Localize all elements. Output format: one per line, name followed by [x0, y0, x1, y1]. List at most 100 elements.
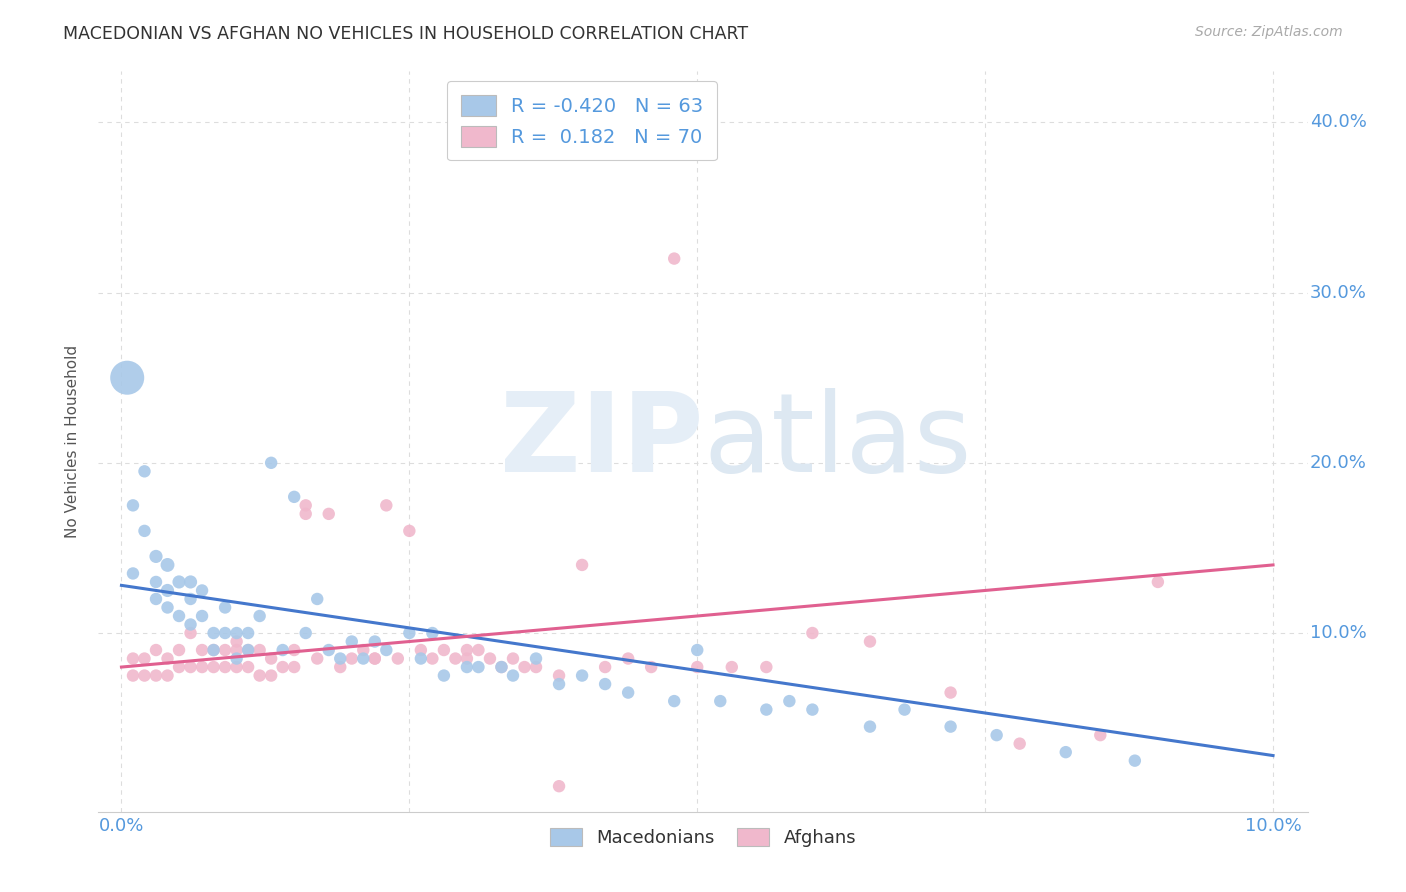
Text: 20.0%: 20.0% [1310, 454, 1367, 472]
Point [225, 660, 247, 674]
Point [755, 660, 778, 674]
Point [409, 643, 432, 657]
Point [249, 643, 271, 657]
Point [180, 617, 202, 632]
Point [478, 651, 501, 665]
Point [202, 643, 225, 657]
Point [329, 651, 352, 665]
Point [225, 651, 247, 665]
Point [122, 499, 145, 513]
Point [167, 609, 190, 624]
Point [202, 626, 225, 640]
Point [686, 643, 709, 657]
Point [214, 600, 236, 615]
Point [467, 660, 489, 674]
Point [375, 499, 398, 513]
Point [225, 643, 247, 657]
Point [364, 651, 387, 665]
Point [214, 626, 236, 640]
Point [593, 677, 616, 691]
Point [340, 634, 363, 648]
Point [1123, 754, 1146, 768]
Point [134, 464, 156, 478]
Point [283, 490, 305, 504]
Point [180, 574, 202, 589]
Point [387, 651, 409, 665]
Point [1054, 745, 1077, 759]
Point [548, 668, 571, 682]
Point [571, 668, 593, 682]
Text: ZIP: ZIP [499, 388, 703, 495]
Point [340, 651, 363, 665]
Point [260, 668, 283, 682]
Point [271, 643, 294, 657]
Point [156, 668, 179, 682]
Point [134, 668, 156, 682]
Point [502, 668, 524, 682]
Point [294, 626, 316, 640]
Point [294, 499, 316, 513]
Point [617, 651, 640, 665]
Point [375, 643, 398, 657]
Point [145, 643, 167, 657]
Point [1147, 574, 1170, 589]
Point [294, 507, 316, 521]
Point [422, 626, 444, 640]
Point [318, 643, 340, 657]
Point [593, 660, 616, 674]
Point [191, 583, 214, 598]
Point [491, 660, 513, 674]
Point [709, 694, 731, 708]
Point [180, 626, 202, 640]
Point [191, 643, 214, 657]
Point [191, 660, 214, 674]
Text: MACEDONIAN VS AFGHAN NO VEHICLES IN HOUSEHOLD CORRELATION CHART: MACEDONIAN VS AFGHAN NO VEHICLES IN HOUS… [63, 25, 748, 43]
Point [986, 728, 1008, 742]
Point [214, 643, 236, 657]
Point [145, 591, 167, 606]
Point [156, 651, 179, 665]
Point [548, 677, 571, 691]
Point [686, 660, 709, 674]
Point [225, 626, 247, 640]
Point [260, 456, 283, 470]
Point [134, 524, 156, 538]
Point [502, 651, 524, 665]
Point [202, 660, 225, 674]
Point [180, 660, 202, 674]
Point [1008, 737, 1031, 751]
Point [180, 591, 202, 606]
Point [307, 591, 329, 606]
Text: 40.0%: 40.0% [1310, 113, 1367, 131]
Point [456, 651, 478, 665]
Point [307, 651, 329, 665]
Y-axis label: No Vehicles in Household: No Vehicles in Household [65, 345, 80, 538]
Point [571, 558, 593, 572]
Point [156, 583, 179, 598]
Point [236, 626, 259, 640]
Point [156, 600, 179, 615]
Point [778, 694, 800, 708]
Point [859, 634, 882, 648]
Point [145, 574, 167, 589]
Point [548, 779, 571, 793]
Point [456, 643, 478, 657]
Text: atlas: atlas [703, 388, 972, 495]
Point [467, 643, 489, 657]
Point [167, 574, 190, 589]
Point [364, 651, 387, 665]
Point [617, 685, 640, 699]
Point [236, 643, 259, 657]
Point [352, 643, 374, 657]
Point [122, 651, 145, 665]
Point [456, 660, 478, 674]
Point [422, 651, 444, 665]
Legend: Macedonians, Afghans: Macedonians, Afghans [543, 822, 863, 855]
Point [329, 660, 352, 674]
Point [433, 668, 456, 682]
Text: 10.0%: 10.0% [1310, 624, 1367, 642]
Point [167, 660, 190, 674]
Point [249, 668, 271, 682]
Point [352, 651, 374, 665]
Point [122, 566, 145, 581]
